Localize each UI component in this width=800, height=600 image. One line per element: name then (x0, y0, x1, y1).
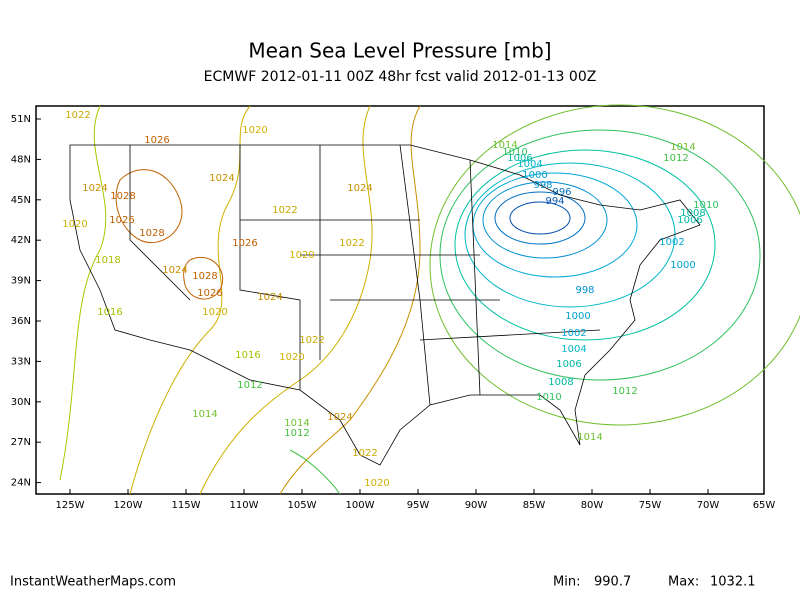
contour-labels: 1022102610201024102810261020102810241024… (62, 110, 718, 489)
lon-label: 70W (697, 500, 720, 511)
lon-label: 85W (523, 500, 546, 511)
contour-label: 1014 (577, 432, 602, 443)
contour-label: 1016 (235, 350, 260, 361)
contour-label: 1024 (162, 265, 187, 276)
contour-label: 1000 (522, 170, 547, 181)
contour-label: 1028 (192, 271, 217, 282)
footer-site: InstantWeatherMaps.com (10, 575, 176, 590)
contour-label: 1020 (279, 352, 304, 363)
contour-label: 998 (533, 180, 552, 191)
contour-label: 1002 (659, 237, 684, 248)
lon-label: 105W (288, 500, 317, 511)
contour-label: 1008 (548, 377, 573, 388)
boundaries (69, 144, 701, 466)
lat-label: 39N (11, 276, 31, 287)
map-area (35, 104, 800, 495)
contour-label: 1022 (339, 238, 364, 249)
lat-label: 45N (11, 195, 31, 206)
contour-label: 1020 (289, 250, 314, 261)
lat-label: 33N (11, 356, 31, 367)
contour-label: 1022 (272, 205, 297, 216)
contour-label: 1000 (670, 260, 695, 271)
contour-label: 1014 (492, 140, 517, 151)
contour-label: 998 (575, 285, 594, 296)
contour-label: 1024 (327, 412, 352, 423)
contour-label: 1010 (502, 147, 527, 158)
footer-min-label: Min: (553, 575, 580, 590)
contour-label: 1016 (97, 307, 122, 318)
contour-label: 996 (552, 187, 571, 198)
contour-label: 1028 (139, 228, 164, 239)
contour-label: 1002 (561, 328, 586, 339)
contour-label: 1022 (299, 335, 324, 346)
contour-label: 1020 (202, 307, 227, 318)
contour-label: 1024 (257, 292, 282, 303)
contour-label: 1014 (670, 142, 695, 153)
lon-label: 90W (465, 500, 488, 511)
lat-label: 30N (11, 397, 31, 408)
contour-label: 1020 (242, 125, 267, 136)
contour-label: 1014 (192, 409, 217, 420)
contour-label: 994 (545, 196, 564, 207)
footer-max-label: Max: (668, 575, 699, 590)
contour-label: 1000 (565, 311, 590, 322)
contour-label: 1008 (680, 208, 705, 219)
contour-label: 1026 (109, 215, 134, 226)
contour-label: 1024 (347, 183, 372, 194)
contour-label: 1010 (536, 392, 561, 403)
map-subtitle: ECMWF 2012-01-11 00Z 48hr fcst valid 201… (204, 69, 597, 85)
contour-label: 1010 (693, 200, 718, 211)
longitude-labels: 125W 120W 115W 110W 105W 100W 95W 90W 85W 80W 75W 7… (56, 500, 776, 511)
contour-label: 1014 (284, 418, 309, 429)
contour-label: 1004 (561, 344, 586, 355)
lon-label: 95W (407, 500, 430, 511)
lon-label: 120W (114, 500, 143, 511)
contour-label: 1012 (237, 380, 262, 391)
lon-label: 110W (230, 500, 259, 511)
contour-label: 1012 (663, 153, 688, 164)
contour-label: 1006 (507, 153, 532, 164)
lon-label: 75W (639, 500, 662, 511)
lat-label: 42N (11, 235, 31, 246)
contour-label: 1026 (197, 288, 222, 299)
footer-min-value: 990.7 (594, 575, 631, 590)
latitude-labels: 51N 48N 45N 42N 39N 36N 33N 30N 27N 24N (11, 114, 31, 489)
contour-label: 1026 (232, 238, 257, 249)
contour-label: 1022 (65, 110, 90, 121)
contour-label: 1018 (95, 255, 120, 266)
contour-label: 1026 (144, 135, 169, 146)
contour-label: 1012 (612, 386, 637, 397)
lon-label: 65W (753, 500, 776, 511)
map-title: Mean Sea Level Pressure [mb] (248, 39, 551, 63)
contour-label: 1022 (352, 448, 377, 459)
lat-label: 27N (11, 437, 31, 448)
contour-label: 1024 (82, 183, 107, 194)
footer-max-value: 1032.1 (710, 575, 756, 590)
contour-label: 1006 (556, 359, 581, 370)
lat-label: 51N (11, 114, 31, 125)
contour-label: 1020 (62, 219, 87, 230)
lon-label: 115W (172, 500, 201, 511)
contour-label: 1020 (364, 478, 389, 489)
lat-label: 36N (11, 316, 31, 327)
lon-label: 80W (581, 500, 604, 511)
lat-label: 48N (11, 154, 31, 165)
contour-label: 1028 (110, 191, 135, 202)
contour-label: 1006 (677, 215, 702, 226)
lon-label: 125W (56, 500, 85, 511)
lat-label: 24N (11, 478, 31, 489)
contour-label: 1004 (517, 159, 542, 170)
lon-label: 100W (346, 500, 375, 511)
contour-label: 1012 (284, 428, 309, 439)
contour-label: 1024 (209, 173, 234, 184)
